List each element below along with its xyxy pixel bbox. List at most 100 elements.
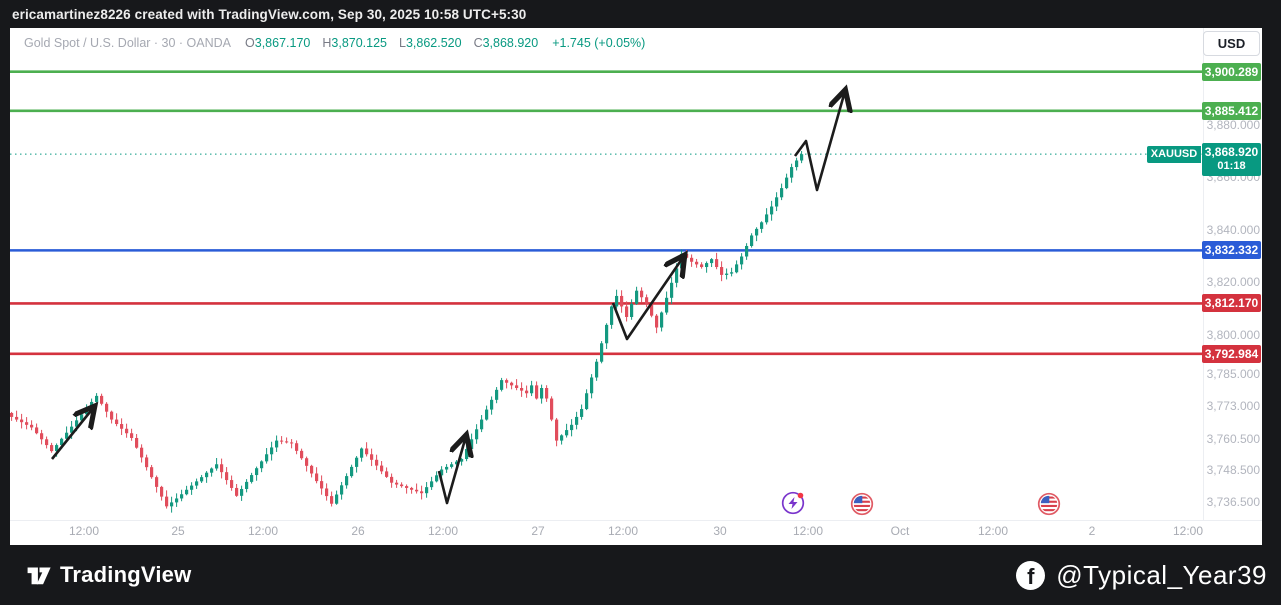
candle-down [290, 442, 294, 444]
candle-up [55, 445, 59, 452]
symbol-price-tag: XAUUSD [1147, 145, 1201, 163]
price-axis-label: 3,785.000 [1206, 367, 1260, 382]
event-markers[interactable] [781, 491, 1061, 516]
ohlc-l: L 3,862.520 [399, 36, 462, 50]
resistance-3900-badge: 3,900.289 [1202, 62, 1261, 81]
time-axis-label: 12:00 [427, 524, 459, 538]
symbol-title[interactable]: Gold Spot / U.S. Dollar · 30 · OANDA [24, 36, 232, 50]
candle-up [660, 312, 664, 328]
candle-up [560, 435, 564, 441]
candle-down [555, 419, 559, 441]
candle-down [305, 458, 309, 466]
time-axis-label: 12:00 [977, 524, 1009, 538]
candle-up [630, 303, 634, 317]
candle-up [770, 206, 774, 215]
candle-down [10, 412, 14, 417]
candle-up [95, 395, 99, 402]
candle-up [470, 439, 474, 450]
candle-down [375, 459, 379, 466]
candle-up [500, 380, 504, 390]
candle-up [435, 475, 439, 482]
candle-up [565, 430, 569, 436]
candle-down [295, 443, 299, 451]
us-flag-icon[interactable] [1037, 492, 1061, 516]
candle-down [685, 253, 689, 258]
candle-up [350, 466, 354, 477]
trend-arrow-2[interactable] [437, 436, 466, 505]
projection-arrow[interactable] [793, 91, 845, 192]
candle-down [125, 428, 129, 434]
change-value: +1.745 (+0.05%) [552, 36, 646, 50]
candle-down [525, 390, 529, 394]
candle-up [440, 469, 444, 476]
candle-down [650, 303, 654, 316]
time-axis-border [10, 520, 1262, 521]
candle-up [175, 498, 179, 503]
candle-down [390, 476, 394, 483]
candle-up [240, 488, 244, 496]
candle-down [515, 385, 519, 388]
author-handle: f @Typical_Year39 [1016, 560, 1281, 591]
chart-panel [10, 28, 1262, 545]
candle-down [395, 482, 399, 485]
candle-up [635, 290, 639, 304]
candle-down [640, 290, 644, 298]
candle-down [625, 306, 629, 317]
us-flag-icon[interactable] [850, 492, 874, 516]
trend-arrows[interactable] [50, 91, 845, 505]
candle-up [495, 389, 499, 400]
candle-up [170, 502, 174, 507]
candle-down [235, 487, 239, 496]
candle-down [220, 464, 224, 473]
candles [10, 150, 804, 513]
chart-legend[interactable]: Gold Spot / U.S. Dollar · 30 · OANDA O 3,… [24, 33, 645, 53]
resistance-3885-badge: 3,885.412 [1202, 101, 1261, 120]
candle-up [275, 440, 279, 448]
candle-down [380, 465, 384, 472]
candle-up [730, 272, 734, 274]
candle-down [325, 488, 329, 497]
candle-down [385, 471, 389, 477]
trend-arrow-1[interactable] [50, 407, 94, 460]
candle-up [570, 424, 574, 431]
candle-down [400, 484, 404, 487]
candle-up [270, 447, 274, 455]
candle-down [165, 496, 169, 507]
candle-down [550, 398, 554, 420]
price-axis-border [1203, 28, 1204, 520]
candle-up [795, 160, 799, 168]
horizontal-lines[interactable] [10, 70, 1203, 356]
economic-event-icon[interactable] [781, 491, 805, 515]
candle-up [575, 416, 579, 425]
candle-down [715, 259, 719, 268]
candle-down [320, 481, 324, 489]
candle-down [330, 496, 334, 504]
currency-button[interactable]: USD [1203, 31, 1260, 56]
price-axis-label: 3,820.000 [1206, 275, 1260, 290]
candle-down [310, 465, 314, 474]
current-price-value: 3,868.920 [1204, 145, 1259, 160]
candle-down [620, 295, 624, 307]
trend-arrow-3[interactable] [611, 256, 684, 341]
candle-up [485, 409, 489, 420]
candle-up [785, 177, 789, 189]
candle-up [725, 273, 729, 275]
bar-countdown: 01:18 [1217, 160, 1246, 173]
candle-down [20, 419, 24, 423]
price-chart[interactable] [10, 55, 1203, 520]
candle-up [705, 263, 709, 268]
candle-down [110, 411, 114, 420]
time-axis-label: 12:00 [1172, 524, 1204, 538]
candle-up [755, 228, 759, 236]
tradingview-brand[interactable]: TradingView [0, 562, 191, 589]
candle-up [610, 306, 614, 325]
candle-down [225, 472, 229, 481]
candle-up [265, 454, 269, 462]
candle-down [160, 486, 164, 497]
time-axis-label: 27 [531, 524, 545, 538]
candle-down [135, 437, 139, 448]
candle-down [645, 297, 649, 304]
candle-up [215, 464, 219, 469]
candle-up [480, 419, 484, 430]
